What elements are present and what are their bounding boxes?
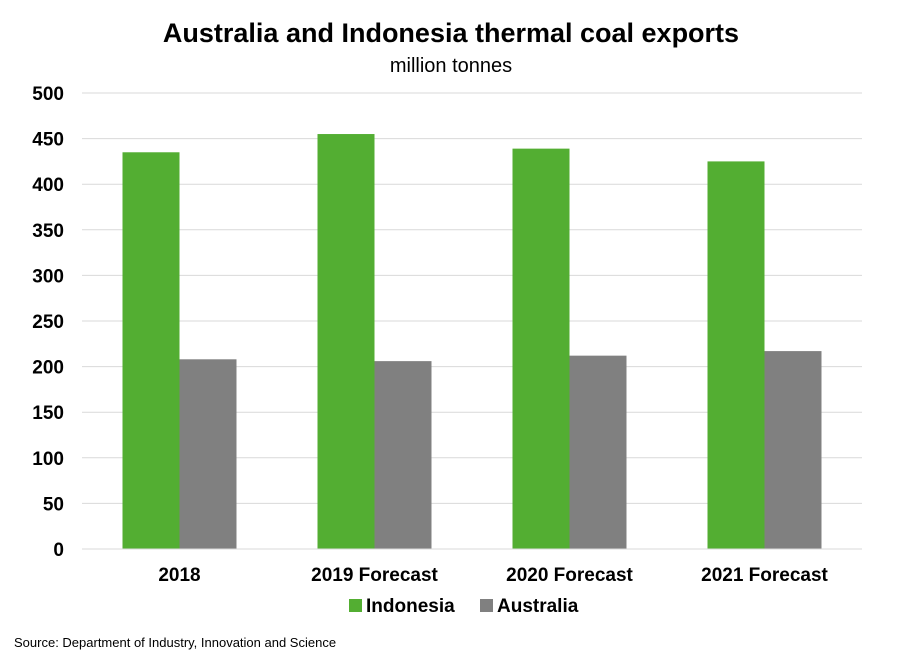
chart-title: Australia and Indonesia thermal coal exp… — [163, 18, 739, 48]
legend-swatch-indonesia — [349, 599, 362, 612]
bar-australia-2020-forecast — [569, 355, 627, 549]
y-tick-label-350: 350 — [32, 221, 64, 242]
bar-australia-2021-forecast — [764, 351, 822, 549]
y-tick-label-300: 300 — [32, 266, 64, 287]
bars — [122, 134, 822, 550]
y-tick-label-200: 200 — [32, 358, 64, 379]
x-tick-label-2021-forecast: 2021 Forecast — [701, 565, 828, 586]
y-tick-label-450: 450 — [32, 130, 64, 151]
y-axis-ticks: 0 50 100 150 200 250 300 350 400 450 500 — [32, 84, 64, 561]
legend-label-australia: Australia — [497, 596, 579, 617]
y-tick-label-150: 150 — [32, 403, 64, 424]
legend-label-indonesia: Indonesia — [366, 596, 455, 617]
legend-swatch-australia — [480, 599, 493, 612]
y-tick-label-50: 50 — [43, 494, 64, 515]
bar-indonesia-2021-forecast — [707, 161, 765, 549]
y-tick-label-250: 250 — [32, 312, 64, 333]
x-tick-label-2019-forecast: 2019 Forecast — [311, 565, 438, 586]
source-note: Source: Department of Industry, Innovati… — [14, 635, 336, 650]
y-tick-label-0: 0 — [53, 540, 64, 561]
x-tick-label-2018: 2018 — [158, 565, 200, 586]
bar-indonesia-2020-forecast — [512, 148, 570, 549]
y-tick-label-500: 500 — [32, 84, 64, 105]
bar-australia-2019-forecast — [374, 361, 432, 549]
bar-indonesia-2018 — [122, 152, 180, 549]
y-tick-label-400: 400 — [32, 175, 64, 196]
bar-indonesia-2019-forecast — [317, 134, 375, 550]
bar-australia-2018 — [179, 359, 237, 549]
chart-subtitle: million tonnes — [390, 55, 512, 77]
legend: Indonesia Australia — [349, 596, 579, 617]
x-axis-ticks: 2018 2019 Forecast 2020 Forecast 2021 Forec… — [158, 565, 828, 586]
y-tick-label-100: 100 — [32, 449, 64, 470]
x-tick-label-2020-forecast: 2020 Forecast — [506, 565, 633, 586]
